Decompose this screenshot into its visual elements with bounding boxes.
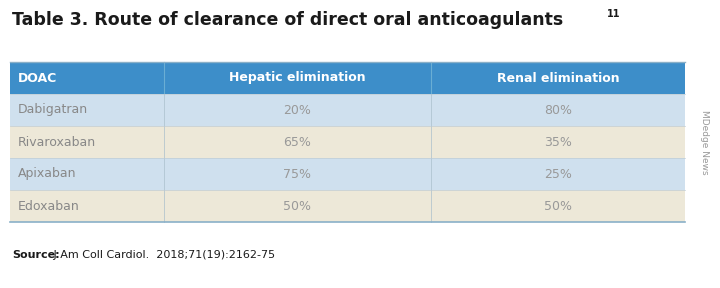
Bar — [10, 190, 163, 222]
Bar — [431, 62, 685, 94]
Text: DOAC: DOAC — [18, 71, 58, 84]
Text: Source:: Source: — [12, 250, 60, 260]
Text: Edoxaban: Edoxaban — [18, 200, 80, 213]
Bar — [431, 126, 685, 158]
Text: Apixaban: Apixaban — [18, 168, 76, 181]
Bar — [431, 94, 685, 126]
Text: 11: 11 — [607, 9, 621, 19]
Text: J Am Coll Cardiol.  2018;71(19):2162-75: J Am Coll Cardiol. 2018;71(19):2162-75 — [50, 250, 275, 260]
Bar — [163, 62, 431, 94]
Text: 25%: 25% — [544, 168, 572, 181]
Text: Renal elimination: Renal elimination — [497, 71, 619, 84]
Text: 35%: 35% — [544, 135, 572, 149]
Text: 65%: 65% — [284, 135, 312, 149]
Text: 75%: 75% — [284, 168, 312, 181]
Text: Table 3. Route of clearance of direct oral anticoagulants: Table 3. Route of clearance of direct or… — [12, 11, 563, 29]
Bar — [431, 158, 685, 190]
Bar — [163, 126, 431, 158]
Text: Hepatic elimination: Hepatic elimination — [229, 71, 366, 84]
Bar — [10, 126, 163, 158]
Bar — [431, 190, 685, 222]
Bar — [10, 62, 163, 94]
Bar — [10, 158, 163, 190]
Text: MDedge News: MDedge News — [700, 110, 708, 174]
Bar — [10, 94, 163, 126]
Text: Rivaroxaban: Rivaroxaban — [18, 135, 96, 149]
Text: 50%: 50% — [284, 200, 312, 213]
Text: 20%: 20% — [284, 103, 312, 117]
Text: Dabigatran: Dabigatran — [18, 103, 88, 117]
Bar — [163, 190, 431, 222]
Text: 80%: 80% — [544, 103, 572, 117]
Bar — [163, 94, 431, 126]
Bar — [163, 158, 431, 190]
Text: 50%: 50% — [544, 200, 572, 213]
